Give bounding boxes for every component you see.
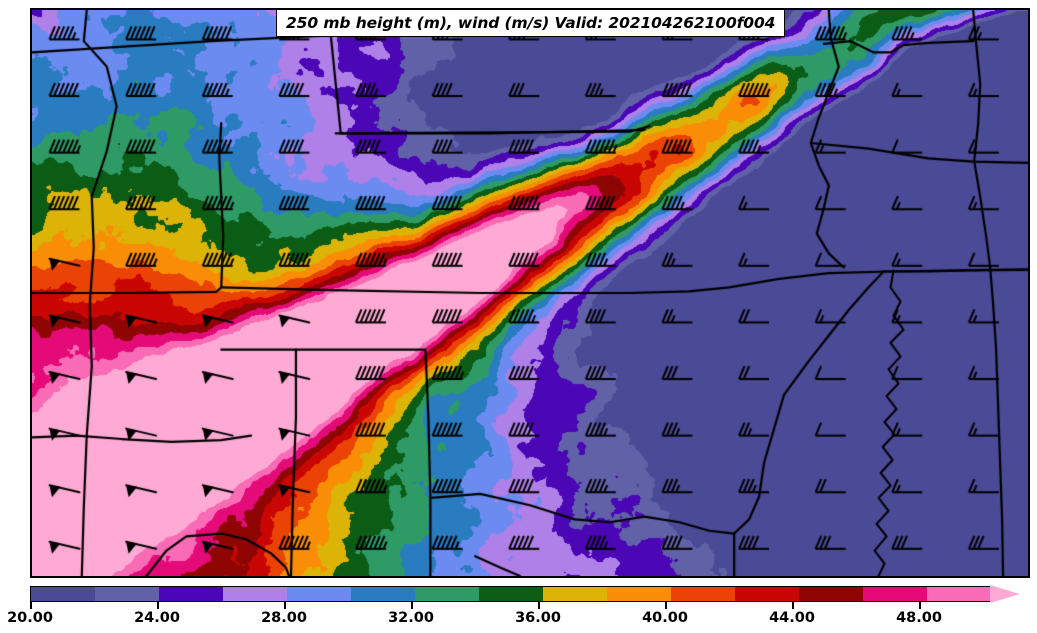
map-title-box: 250 mb height (m), wind (m/s) Valid: 202… xyxy=(276,9,786,37)
colorbar-label-24.00: 24.00 xyxy=(134,610,180,626)
colorbar-tick-36.00 xyxy=(538,602,540,609)
colorbar-label-40.00: 40.00 xyxy=(642,610,688,626)
colorbar-label-20.00: 20.00 xyxy=(7,610,53,626)
colorbar-band-34-36 xyxy=(479,587,543,601)
colorbar-extend-max-arrow xyxy=(990,585,1020,603)
colorbar-band-42-44 xyxy=(735,587,799,601)
colorbar-tick-40.00 xyxy=(665,602,667,609)
colorbar-band-20-22 xyxy=(31,587,95,601)
colorbar-band-32-34 xyxy=(415,587,479,601)
colorbar-band-24-26 xyxy=(159,587,223,601)
colorbar-label-28.00: 28.00 xyxy=(261,610,307,626)
colorbar-tick-44.00 xyxy=(792,602,794,609)
colorbar-label-48.00: 48.00 xyxy=(896,610,942,626)
colorbar-ticks xyxy=(30,602,1030,610)
colorbar-label-32.00: 32.00 xyxy=(388,610,434,626)
colorbar-band-28-30 xyxy=(287,587,351,601)
wind-speed-contour-map[interactable] xyxy=(32,10,1028,576)
colorbar-tick-24.00 xyxy=(157,602,159,609)
colorbar-tick-48.00 xyxy=(919,602,921,609)
colorbar-band-48-50 xyxy=(927,587,991,601)
colorbar-tick-28.00 xyxy=(284,602,286,609)
colorbar-label-36.00: 36.00 xyxy=(515,610,561,626)
colorbar-tick-32.00 xyxy=(411,602,413,609)
colorbar-band-26-28 xyxy=(223,587,287,601)
colorbar-band-30-32 xyxy=(351,587,415,601)
map-panel[interactable] xyxy=(30,8,1030,578)
colorbar-band-38-40 xyxy=(607,587,671,601)
colorbar-bands[interactable] xyxy=(30,586,991,602)
colorbar-tick-labels: 20.00 24.00 28.00 32.00 36.00 40.00 44.00 48.00 xyxy=(7,610,1037,632)
page-title: 250 mb height (m), wind (m/s) Valid: 202… xyxy=(286,14,776,32)
colorbar-band-44-46 xyxy=(799,587,863,601)
colorbar-label-44.00: 44.00 xyxy=(769,610,815,626)
colorbar-band-36-38 xyxy=(543,587,607,601)
colorbar-band-40-42 xyxy=(671,587,735,601)
colorbar-band-46-48 xyxy=(863,587,927,601)
colorbar: 20.00 24.00 28.00 32.00 36.00 40.00 44.00 48.00 xyxy=(7,584,1030,626)
colorbar-tick-20.00 xyxy=(30,602,32,609)
colorbar-band-22-24 xyxy=(95,587,159,601)
